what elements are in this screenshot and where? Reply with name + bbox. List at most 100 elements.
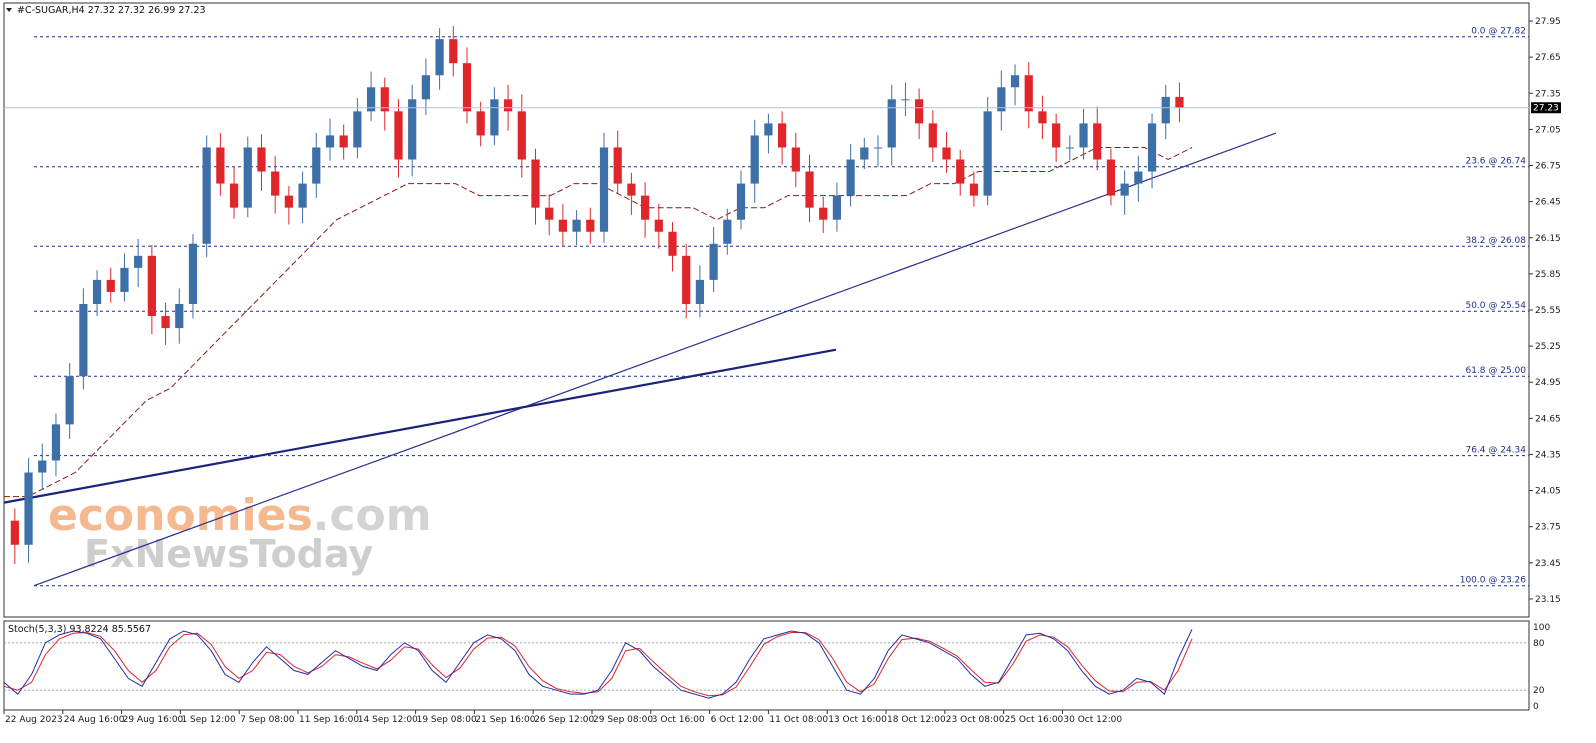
candle (1052, 113, 1061, 162)
candle-body (983, 111, 992, 196)
candle-body (106, 279, 115, 292)
candle-body (531, 159, 540, 208)
fib-level-label: 38.2 @ 26.08 (1465, 236, 1526, 246)
fib-level-label: 76.4 @ 24.34 (1465, 446, 1526, 456)
candle (969, 171, 979, 207)
candle (764, 113, 773, 154)
current-price-label: 27.23 (1533, 104, 1559, 114)
y-tick-label: 24.05 (1535, 487, 1561, 497)
collapse-triangle-icon[interactable] (6, 8, 12, 12)
candle (106, 267, 115, 303)
candle (915, 88, 924, 140)
candle (942, 131, 951, 173)
candle (298, 171, 307, 224)
candle-body (366, 87, 376, 112)
candle (983, 96, 992, 206)
candle-body (476, 111, 485, 136)
fib-level-label: 61.8 @ 25.00 (1465, 366, 1526, 376)
candle (1120, 170, 1129, 215)
candle-body (79, 303, 88, 377)
x-tick-label: 13 Oct 16:00 (828, 715, 887, 725)
stoch-tick-label: 20 (1533, 686, 1545, 696)
candle-body (353, 111, 362, 148)
x-tick-label: 21 Sep 16:00 (475, 715, 535, 725)
y-tick-label: 26.15 (1535, 234, 1561, 244)
candle (682, 243, 691, 319)
candle (599, 133, 609, 243)
candle-body (51, 424, 61, 461)
candle (271, 155, 280, 214)
candle (490, 87, 499, 146)
candle (819, 196, 828, 233)
y-tick-label: 26.75 (1535, 162, 1561, 172)
candle (243, 136, 252, 218)
candle-body (846, 159, 855, 196)
y-tick-label: 27.35 (1535, 89, 1561, 99)
candle (654, 204, 663, 249)
candle-body (887, 99, 896, 148)
stoch-signal-line (3, 631, 1193, 697)
candle (339, 124, 348, 160)
x-tick-label: 22 Aug 2023 (5, 715, 63, 725)
candle (449, 25, 458, 77)
x-tick-label: 18 Oct 12:00 (887, 715, 946, 725)
stoch-main-line (3, 629, 1193, 699)
candle-body (92, 279, 102, 304)
candle-body (65, 376, 74, 425)
candle (38, 443, 47, 490)
candle-body (723, 219, 732, 244)
candle-body (1175, 96, 1184, 108)
x-tick-label: 25 Oct 16:00 (1005, 715, 1064, 725)
candle-body (969, 183, 979, 196)
candle (791, 133, 800, 188)
candles (10, 25, 1184, 565)
candle (517, 94, 526, 178)
candle (51, 413, 61, 477)
candle (586, 207, 595, 244)
candle (79, 288, 88, 390)
candle-body (1038, 111, 1047, 124)
candle (476, 101, 485, 147)
candle (229, 166, 239, 219)
candle-body (545, 207, 554, 220)
x-tick-label: 29 Sep 08:00 (593, 715, 653, 725)
candle (10, 508, 19, 565)
candle-body (271, 171, 280, 196)
candle-body (627, 183, 636, 196)
y-tick-label: 24.65 (1535, 414, 1561, 424)
candle-body (599, 147, 609, 232)
x-tick-label: 23 Oct 08:00 (946, 715, 1005, 725)
candle (312, 133, 321, 199)
fibonacci-levels: 0.0 @ 27.82 23.6 @ 26.74 38.2 @ 26.08 50.0 … (34, 27, 1529, 587)
candle (695, 265, 705, 318)
candle-body (1093, 123, 1102, 160)
candle-body (558, 219, 568, 232)
candle (736, 170, 746, 230)
y-tick-label: 27.95 (1535, 17, 1561, 27)
candle (709, 226, 718, 292)
candle (668, 222, 677, 272)
candle (1079, 108, 1088, 160)
candle (120, 253, 129, 302)
candle-body (38, 460, 47, 473)
watermark: economies.com FxNewsToday (48, 490, 432, 576)
y-tick-label: 27.05 (1535, 125, 1561, 135)
candle (24, 458, 33, 563)
candle (1038, 95, 1047, 140)
x-tick-label: 14 Sep 12:00 (358, 715, 418, 725)
x-tick-label: 30 Oct 12:00 (1063, 715, 1122, 725)
candle-body (161, 316, 170, 329)
stochastic-axis: 100 80 20 0 (1533, 623, 1550, 712)
candle (956, 149, 965, 196)
watermark-domain: .com (313, 490, 432, 541)
long-trendline (3, 348, 837, 504)
candle-body (1161, 96, 1170, 124)
candle-body (1010, 75, 1020, 88)
x-tick-label: 3 Oct 16:00 (652, 715, 705, 725)
candle (1147, 113, 1157, 189)
candle (531, 148, 540, 225)
candle (545, 194, 554, 236)
candle-body (298, 183, 307, 208)
candle-body (243, 147, 252, 208)
